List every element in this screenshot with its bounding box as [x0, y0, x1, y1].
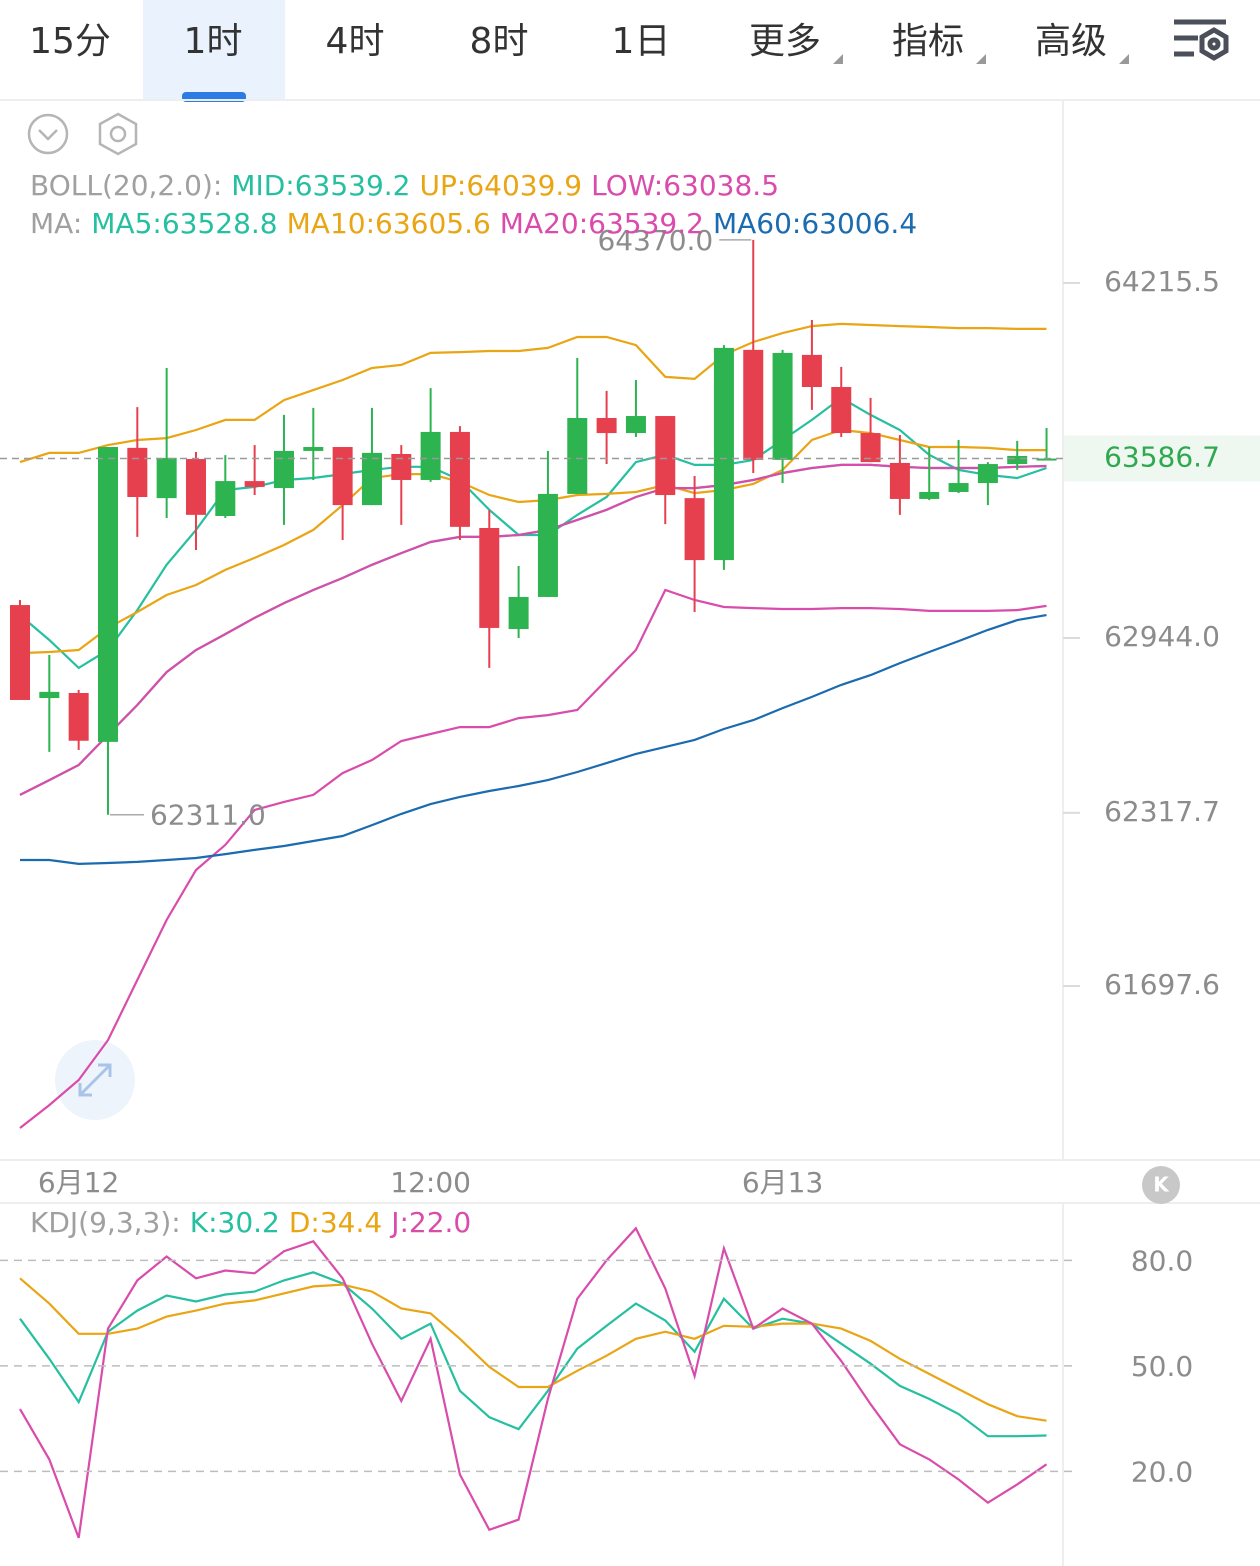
candle-body — [919, 491, 940, 499]
y-tick-label: 50.0 — [1131, 1350, 1193, 1383]
legend-item: MA10:63605.6 — [287, 207, 491, 240]
legend: BOLL(20,2.0): MID:63539.2 UP:64039.9 LOW:63… — [30, 169, 779, 202]
candle-body — [889, 462, 910, 499]
menu[interactable]: 高级 — [1035, 21, 1107, 62]
last-price-label: 63586.7 — [1104, 441, 1220, 474]
legend: KDJ(9,3,3): K:30.2 D:34.4 J:22.0 — [30, 1206, 471, 1239]
indicator-line — [19, 588, 1047, 1129]
indicator-line — [19, 1226, 1048, 1539]
candle-body — [684, 498, 705, 561]
tab[interactable]: 15分 — [29, 21, 111, 62]
y-tick-label: 64215.5 — [1104, 265, 1220, 298]
candle-body — [215, 481, 236, 516]
y-tick-label: 61697.6 — [1104, 968, 1220, 1001]
low-label: 62311.0 — [150, 799, 266, 832]
menu[interactable]: 更多 — [749, 21, 821, 62]
candle-body — [273, 450, 294, 489]
candle-body — [1007, 455, 1028, 465]
indicator-line — [19, 1277, 1047, 1422]
y-tick-label: 20.0 — [1131, 1455, 1193, 1488]
indicator-line — [19, 322, 1047, 464]
candle-body — [185, 459, 206, 515]
legend-item: LOW:63038.5 — [591, 169, 779, 202]
settings-hex-icon[interactable] — [98, 112, 138, 156]
kdj-plot — [19, 1226, 1048, 1539]
candle-body — [10, 605, 30, 700]
candle-body — [156, 457, 177, 499]
candle-body — [831, 386, 852, 434]
expand-icon[interactable] — [55, 1040, 135, 1120]
legend-item: MA60:63006.4 — [713, 207, 917, 240]
y-tick-label: 62944.0 — [1104, 620, 1220, 653]
candle-body — [801, 354, 822, 387]
candle-body — [948, 483, 969, 492]
legend-title: BOLL(20,2.0): — [30, 169, 222, 202]
candle-body — [68, 693, 89, 741]
x-tick-label: 12:00 — [390, 1166, 471, 1199]
candle-body — [420, 431, 441, 480]
collapse-icon[interactable] — [27, 113, 69, 155]
tab[interactable]: 1日 — [612, 21, 671, 62]
candle-body — [508, 596, 529, 630]
candle-body — [303, 447, 324, 451]
badge-text: K — [1153, 1173, 1170, 1197]
candle-body — [244, 481, 265, 487]
candle-body — [1036, 458, 1057, 461]
candle-body — [772, 352, 793, 460]
tab[interactable]: 4时 — [326, 21, 385, 62]
candle-body — [567, 417, 588, 494]
legend-item: D:34.4 — [289, 1206, 382, 1239]
last-price-bg — [1064, 435, 1260, 482]
candle-body — [655, 416, 676, 496]
legend-item: MID:63539.2 — [231, 169, 410, 202]
candle-body — [625, 416, 646, 434]
toolbar: 15分 1时 4时 8时 1日 更多 指标 高级 — [29, 0, 1129, 102]
y-tick-label: 80.0 — [1131, 1244, 1193, 1277]
legend-title: MA: — [30, 207, 82, 240]
indicator-line — [19, 1271, 1047, 1438]
x-tick-label: 6月13 — [742, 1166, 823, 1199]
legend-item: MA20:63539.2 — [500, 207, 704, 240]
candle-body — [449, 431, 470, 527]
candle-body — [127, 447, 148, 498]
y-tick-label: 62317.7 — [1104, 795, 1220, 828]
tab[interactable]: 1时 — [184, 21, 243, 62]
indicator-line — [19, 463, 1047, 796]
legend-title: KDJ(9,3,3): — [30, 1206, 181, 1239]
legend: MA: MA5:63528.8 MA10:63605.6 MA20:63539.2 MA… — [30, 207, 917, 240]
settings-icon[interactable] — [1174, 19, 1229, 61]
candles — [10, 239, 1057, 815]
menu[interactable]: 指标 — [892, 21, 964, 62]
legend-item: J:22.0 — [389, 1206, 471, 1239]
menu-caret — [1119, 54, 1129, 64]
active-tab-bg — [143, 0, 285, 100]
candle-body — [713, 347, 734, 561]
menu-caret — [976, 54, 986, 64]
candle-body — [977, 464, 998, 484]
candle-body — [97, 447, 118, 742]
candle-body — [479, 527, 500, 628]
kline-badge[interactable]: K — [1142, 1166, 1180, 1204]
candle-body — [860, 433, 881, 463]
legend-item: UP:64039.9 — [420, 169, 583, 202]
tab[interactable]: 8时 — [470, 21, 529, 62]
candle-body — [743, 349, 764, 460]
candle-body — [39, 691, 60, 699]
indicator-line — [19, 396, 1047, 670]
high-label: 64370.0 — [597, 224, 713, 257]
candle-body — [332, 447, 353, 506]
candle-body — [391, 454, 412, 480]
legend-item: MA5:63528.8 — [91, 207, 277, 240]
candle-body — [537, 493, 558, 597]
x-tick-label: 6月12 — [38, 1166, 119, 1199]
menu-caret — [833, 54, 843, 64]
candle-body — [361, 452, 382, 506]
legend-item: K:30.2 — [190, 1206, 280, 1239]
indicator-line — [20, 614, 1047, 866]
candle-body — [596, 417, 617, 434]
